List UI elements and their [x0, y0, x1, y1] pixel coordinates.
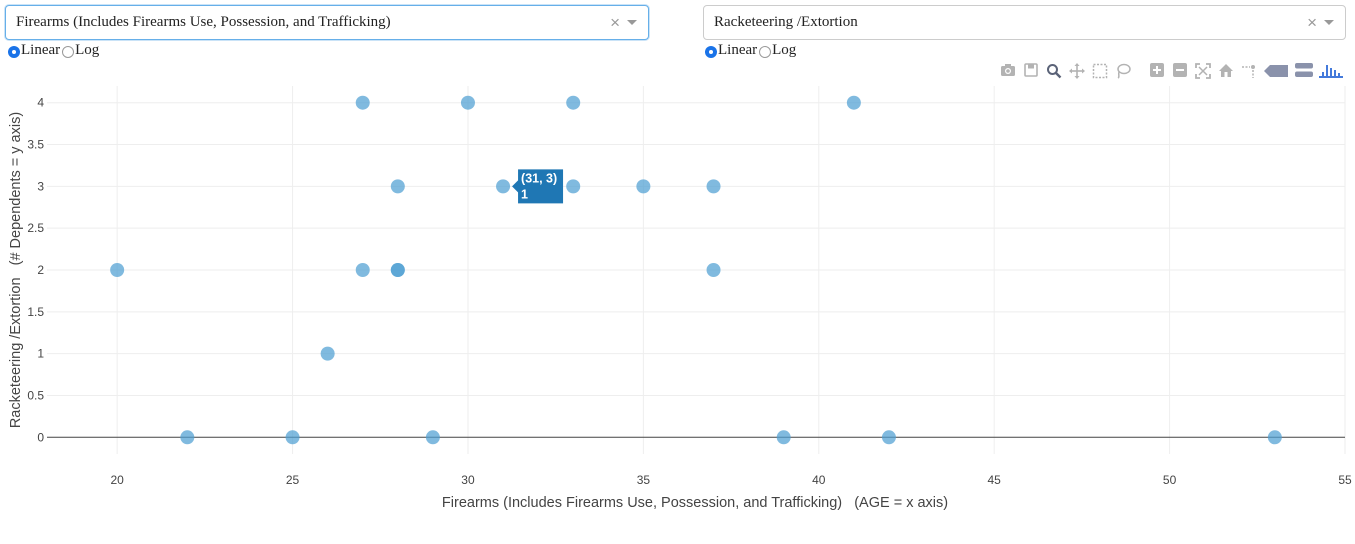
x-log-radio[interactable]: [62, 45, 75, 58]
x-tick-label: 35: [637, 473, 651, 487]
scatter-point[interactable]: [425, 430, 440, 445]
hover-count: 1: [521, 187, 528, 201]
y-log-label[interactable]: Log: [772, 42, 797, 58]
zoom-out-icon[interactable]: [1171, 63, 1189, 81]
plotly-logo-icon[interactable]: [1319, 63, 1343, 81]
pan-icon[interactable]: [1068, 63, 1086, 81]
scatter-point[interactable]: [566, 179, 581, 194]
y-linear-radio[interactable]: [705, 45, 717, 58]
x-tick-label: 30: [461, 473, 475, 487]
x-tick-label: 55: [1338, 473, 1352, 487]
x-tick-label: 25: [286, 473, 300, 487]
scatter-point[interactable]: [355, 263, 370, 277]
hover-compare-icon[interactable]: [1294, 63, 1314, 81]
x-variable-dropdown[interactable]: Firearms (Includes Firearms Use, Possess…: [5, 5, 649, 40]
y-tick-label: 3.5: [27, 138, 44, 152]
scatter-point[interactable]: [355, 95, 370, 110]
axis-ticks: 20 25 30 35 40 45 50 55 0 0.5 1 1.5 2 2.5 3 3.5 4: [27, 96, 1352, 487]
autoscale-icon[interactable]: [1194, 63, 1212, 81]
y-scale-radio-group: Linear Log: [705, 42, 798, 59]
scatter-point[interactable]: [180, 430, 195, 445]
plot-modebar: [999, 63, 1343, 81]
x-tick-label: 20: [110, 473, 124, 487]
x-linear-radio[interactable]: [8, 45, 20, 58]
x-variable-value: Firearms (Includes Firearms Use, Possess…: [16, 14, 391, 30]
home-icon[interactable]: [1217, 63, 1235, 81]
y-tick-label: 3: [37, 179, 44, 193]
clear-icon[interactable]: ×: [610, 13, 620, 32]
camera-icon[interactable]: [999, 63, 1017, 81]
scatter-point[interactable]: [881, 430, 896, 445]
scatter-point[interactable]: [390, 179, 405, 194]
y-linear-label[interactable]: Linear: [718, 42, 758, 58]
y-tick-label: 2: [37, 263, 44, 277]
clear-icon[interactable]: ×: [1307, 13, 1317, 32]
scatter-point[interactable]: [285, 430, 300, 445]
x-log-label[interactable]: Log: [75, 42, 100, 58]
grid-lines: [47, 86, 1346, 454]
scatter-point[interactable]: [320, 346, 335, 361]
scatter-point[interactable]: [496, 179, 511, 194]
scatter-point[interactable]: [110, 263, 125, 277]
x-scale-radio-group: Linear Log: [8, 42, 101, 59]
zoom-in-icon[interactable]: [1148, 63, 1166, 81]
save-icon[interactable]: [1022, 63, 1040, 81]
scatter-point[interactable]: [706, 263, 721, 277]
spike-lines-icon[interactable]: [1240, 63, 1258, 81]
y-tick-label: 2.5: [27, 221, 44, 235]
chevron-down-icon[interactable]: [627, 20, 637, 25]
hover-coordinates: (31, 3): [521, 171, 557, 185]
lasso-icon[interactable]: [1114, 63, 1132, 81]
chevron-down-icon[interactable]: [1324, 20, 1334, 25]
x-tick-label: 45: [988, 473, 1002, 487]
hover-closest-icon[interactable]: [1263, 63, 1289, 81]
y-tick-label: 0.5: [27, 388, 44, 402]
y-variable-value: Racketeering /Extortion: [714, 14, 858, 30]
y-log-radio[interactable]: [759, 45, 772, 58]
x-tick-label: 50: [1163, 473, 1177, 487]
scatter-point[interactable]: [1267, 430, 1282, 445]
hover-box: [512, 169, 564, 204]
scatter-point[interactable]: [846, 95, 861, 110]
data-points: [110, 95, 1282, 445]
scatter-point[interactable]: [566, 95, 581, 110]
y-tick-label: 0: [37, 430, 44, 444]
x-tick-label: 40: [812, 473, 826, 487]
hover-label: (31, 3) 1: [512, 169, 564, 204]
scatter-point[interactable]: [776, 430, 791, 445]
y-tick-label: 1.5: [27, 305, 44, 319]
y-tick-label: 1: [37, 347, 44, 361]
scatter-point[interactable]: [460, 95, 475, 110]
scatter-point[interactable]: [706, 179, 721, 194]
zoom-icon[interactable]: [1045, 63, 1063, 81]
y-tick-label: 4: [37, 96, 44, 110]
box-select-icon[interactable]: [1091, 63, 1109, 81]
scatter-point[interactable]: [636, 179, 651, 194]
scatter-point[interactable]: [390, 263, 405, 277]
x-axis-title: Firearms (Includes Firearms Use, Possess…: [442, 495, 948, 511]
y-axis-title: Racketeering /Extortion (# Dependents = …: [8, 112, 24, 428]
y-variable-dropdown[interactable]: Racketeering /Extortion ×: [703, 5, 1346, 40]
x-linear-label[interactable]: Linear: [21, 42, 61, 58]
